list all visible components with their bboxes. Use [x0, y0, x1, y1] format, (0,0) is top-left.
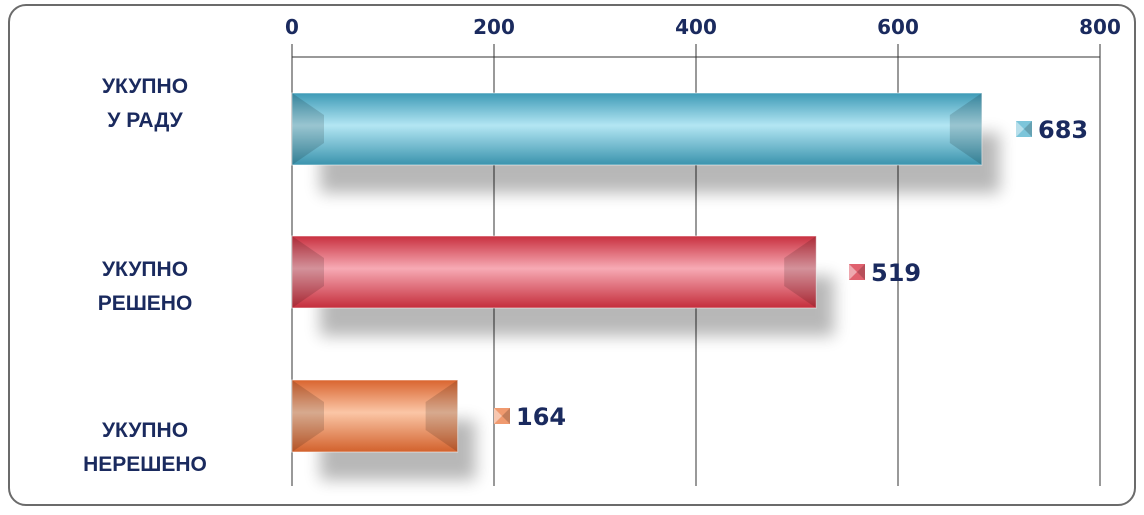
x-tick-label: 600	[877, 15, 919, 39]
bar-bevel-right	[949, 93, 982, 165]
category-label-line: УКУПНО	[101, 258, 189, 281]
bar-bevel-right	[425, 380, 458, 452]
bar	[291, 235, 817, 309]
data-label-marker	[494, 408, 510, 424]
data-label-marker	[849, 264, 865, 280]
data-label: 164	[516, 403, 566, 431]
bar-bevel-left	[292, 380, 324, 452]
marker-facet	[849, 264, 857, 280]
category-label-1: УКУПНО РЕШЕНО	[45, 253, 245, 321]
bar-bevel-left	[292, 93, 324, 165]
data-label: 519	[871, 259, 921, 287]
x-tick-label: 200	[473, 15, 515, 39]
category-label-line: У РАДУ	[107, 109, 183, 132]
bar	[291, 92, 983, 166]
bar-bevel-right	[784, 236, 817, 308]
category-label-2: УКУПНО НЕРЕШЕНО	[45, 414, 245, 482]
bar-bevel-left	[292, 236, 324, 308]
marker-square	[849, 264, 865, 280]
marker-facet	[502, 408, 510, 424]
x-tick-label: 0	[285, 15, 299, 39]
category-label-line: НЕРЕШЕНО	[83, 453, 207, 476]
x-tick-label: 400	[675, 15, 717, 39]
marker-facet	[494, 408, 502, 424]
marker-square	[494, 408, 510, 424]
data-label: 683	[1038, 116, 1088, 144]
marker-facet	[857, 264, 865, 280]
category-label-line: УКУПНО	[101, 419, 189, 442]
category-label-0: УКУПНО У РАДУ	[45, 70, 245, 138]
marker-facet	[1024, 121, 1032, 137]
category-label-line: РЕШЕНО	[97, 292, 193, 315]
x-tick-label: 800	[1079, 15, 1121, 39]
data-label-marker	[1016, 121, 1032, 137]
category-label-line: УКУПНО	[101, 75, 189, 98]
marker-facet	[1016, 121, 1024, 137]
bar	[291, 379, 459, 453]
marker-square	[1016, 121, 1032, 137]
